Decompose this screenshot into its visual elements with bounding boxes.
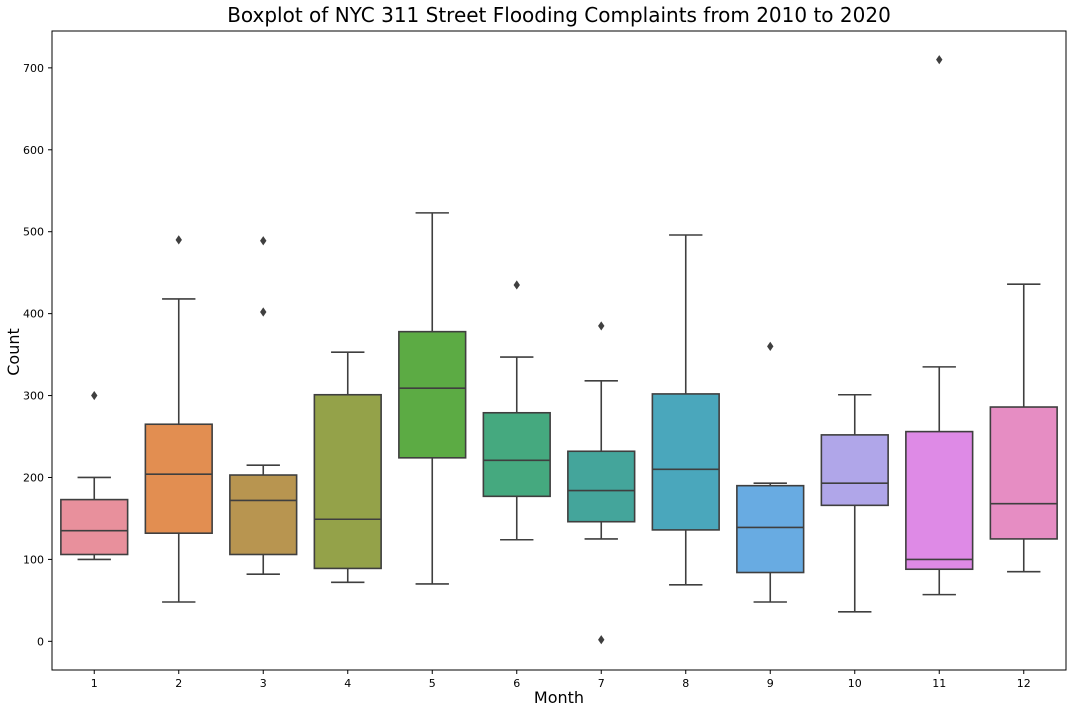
iqr-box xyxy=(398,330,467,459)
x-tick-label: 7 xyxy=(598,677,605,690)
box-group-month-11 xyxy=(905,55,974,596)
outlier-point xyxy=(598,635,605,645)
box-group-month-6 xyxy=(482,280,551,541)
x-tick-label: 11 xyxy=(932,677,946,690)
y-tick-label: 400 xyxy=(23,308,44,321)
y-tick-label: 300 xyxy=(23,390,44,403)
outlier-point xyxy=(260,307,267,317)
box-group-month-7 xyxy=(567,321,636,645)
plot-frame xyxy=(51,30,1067,671)
outlier-point xyxy=(91,390,98,401)
outlier-point xyxy=(598,321,605,331)
x-axis-label: Month xyxy=(534,688,584,707)
box-group-month-2 xyxy=(144,235,213,603)
iqr-box xyxy=(60,498,129,556)
plot-area xyxy=(51,30,1067,671)
x-tick-label: 9 xyxy=(767,677,774,690)
x-tick-label: 8 xyxy=(682,677,689,690)
y-axis: 0 100 200 300 400 500 600 700 xyxy=(23,62,52,648)
iqr-box xyxy=(567,450,636,523)
y-tick-label: 100 xyxy=(23,553,44,566)
chart-title: Boxplot of NYC 311 Street Flooding Compl… xyxy=(227,3,891,27)
box-group-month-5 xyxy=(398,212,467,585)
y-tick-label: 700 xyxy=(23,62,44,75)
iqr-box xyxy=(144,423,213,534)
y-tick-label: 500 xyxy=(23,226,44,239)
iqr-box xyxy=(736,484,805,574)
y-tick-label: 200 xyxy=(23,471,44,484)
outlier-point xyxy=(175,235,182,245)
iqr-box xyxy=(820,434,889,507)
x-axis: 1 2 3 4 5 6 7 8 9 10 11 12 xyxy=(91,670,1031,690)
outlier-point xyxy=(767,341,774,352)
x-tick-label: 10 xyxy=(848,677,862,690)
x-tick-label: 3 xyxy=(260,677,267,690)
y-tick-label: 600 xyxy=(23,144,44,157)
box-group-month-8 xyxy=(651,234,720,586)
iqr-box xyxy=(482,411,551,498)
x-tick-label: 12 xyxy=(1017,677,1031,690)
box-group-month-12 xyxy=(989,283,1058,573)
box-group-month-3 xyxy=(229,236,298,575)
x-tick-label: 5 xyxy=(429,677,436,690)
box-group-month-10 xyxy=(820,393,889,613)
x-tick-label: 2 xyxy=(175,677,182,690)
box-group-month-4 xyxy=(313,351,382,584)
box-group-month-1 xyxy=(60,390,129,561)
x-tick-label: 6 xyxy=(513,677,520,690)
iqr-box xyxy=(989,406,1058,540)
outlier-point xyxy=(513,280,520,290)
y-axis-label: Count xyxy=(4,328,23,376)
iqr-box xyxy=(651,393,720,531)
box-group-month-9 xyxy=(736,341,805,603)
iqr-box xyxy=(313,393,382,570)
iqr-box xyxy=(229,474,298,556)
iqr-box xyxy=(905,430,974,571)
outlier-point xyxy=(936,55,943,65)
x-tick-label: 1 xyxy=(91,677,98,690)
x-tick-label: 4 xyxy=(344,677,351,690)
outlier-point xyxy=(260,236,267,246)
y-tick-label: 0 xyxy=(37,635,44,648)
